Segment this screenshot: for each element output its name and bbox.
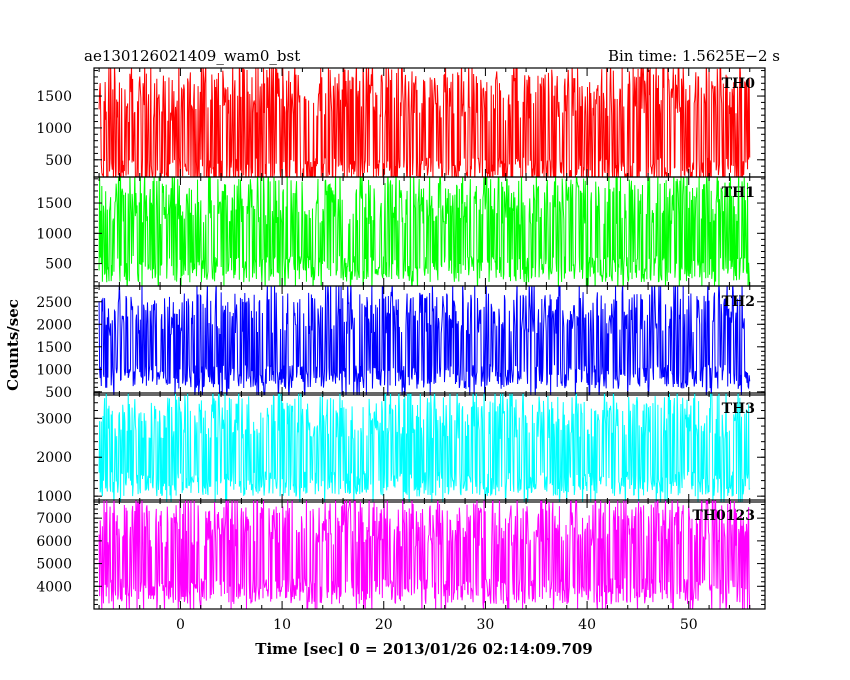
panels-group: 500 1000 1500 TH0 500 1000 1500 TH1 500 1000 1500 2… bbox=[36, 67, 766, 610]
panel-frame bbox=[93, 392, 766, 503]
x-tick-label: 0 bbox=[176, 617, 185, 633]
panel-label-th3: TH3 bbox=[722, 401, 755, 417]
y-tick-label: 1000 bbox=[36, 226, 72, 242]
panel-frame bbox=[93, 285, 766, 396]
y-tick-label: 1000 bbox=[36, 121, 72, 137]
y-tick-label: 2000 bbox=[36, 450, 72, 466]
series-line-th3 bbox=[98, 393, 751, 502]
x-axis: 0 10 20 30 40 50 bbox=[176, 617, 698, 633]
x-tick-label: 30 bbox=[477, 617, 495, 633]
y-tick-label: 500 bbox=[45, 153, 72, 169]
series-line-th0 bbox=[98, 68, 751, 177]
y-tick-label: 3000 bbox=[36, 411, 72, 427]
y-tick-label: 500 bbox=[45, 385, 72, 401]
series-line-th1 bbox=[98, 177, 751, 286]
panel-label-th0: TH0 bbox=[722, 76, 756, 92]
y-tick-label: 5000 bbox=[36, 557, 72, 573]
panel-th1: 500 1000 1500 TH1 bbox=[36, 176, 766, 287]
y-tick-label: 1500 bbox=[36, 196, 72, 212]
x-tick-label: 50 bbox=[680, 617, 698, 633]
y-tick-label: 1500 bbox=[36, 89, 72, 105]
y-tick-label: 500 bbox=[45, 257, 72, 273]
series-line-th0123 bbox=[98, 500, 751, 609]
panel-th0: 500 1000 1500 TH0 bbox=[36, 67, 766, 178]
y-tick-label: 1000 bbox=[36, 362, 72, 378]
y-tick-label: 2500 bbox=[36, 295, 72, 311]
panel-th0123: 4000 5000 6000 7000 TH0123 bbox=[36, 499, 766, 610]
bin-time-label: Bin time: 1.5625E−2 s bbox=[608, 47, 780, 65]
y-tick-label: 7000 bbox=[36, 511, 72, 527]
y-tick-label: 6000 bbox=[36, 534, 72, 550]
y-tick-label: 1500 bbox=[36, 340, 72, 356]
panel-label-th2: TH2 bbox=[722, 294, 755, 310]
y-tick-label: 1000 bbox=[36, 489, 72, 505]
panel-th3: 1000 2000 3000 TH3 bbox=[36, 392, 766, 505]
panel-label-th0123: TH0123 bbox=[692, 508, 755, 524]
panel-th2: 500 1000 1500 2000 2500 TH2 bbox=[36, 285, 766, 401]
chart-title: ae130126021409_wam0_bst bbox=[84, 47, 300, 65]
y-tick-label: 2000 bbox=[36, 317, 72, 333]
series-line-th2 bbox=[98, 286, 751, 395]
panel-label-th1: TH1 bbox=[722, 185, 755, 201]
y-axis-label: Counts/sec bbox=[4, 299, 22, 391]
x-axis-label: Time [sec] 0 = 2013/01/26 02:14:09.709 bbox=[255, 640, 592, 658]
x-tick-label: 10 bbox=[273, 617, 291, 633]
x-tick-label: 20 bbox=[375, 617, 393, 633]
x-tick-label: 40 bbox=[578, 617, 596, 633]
y-tick-label: 4000 bbox=[36, 579, 72, 595]
